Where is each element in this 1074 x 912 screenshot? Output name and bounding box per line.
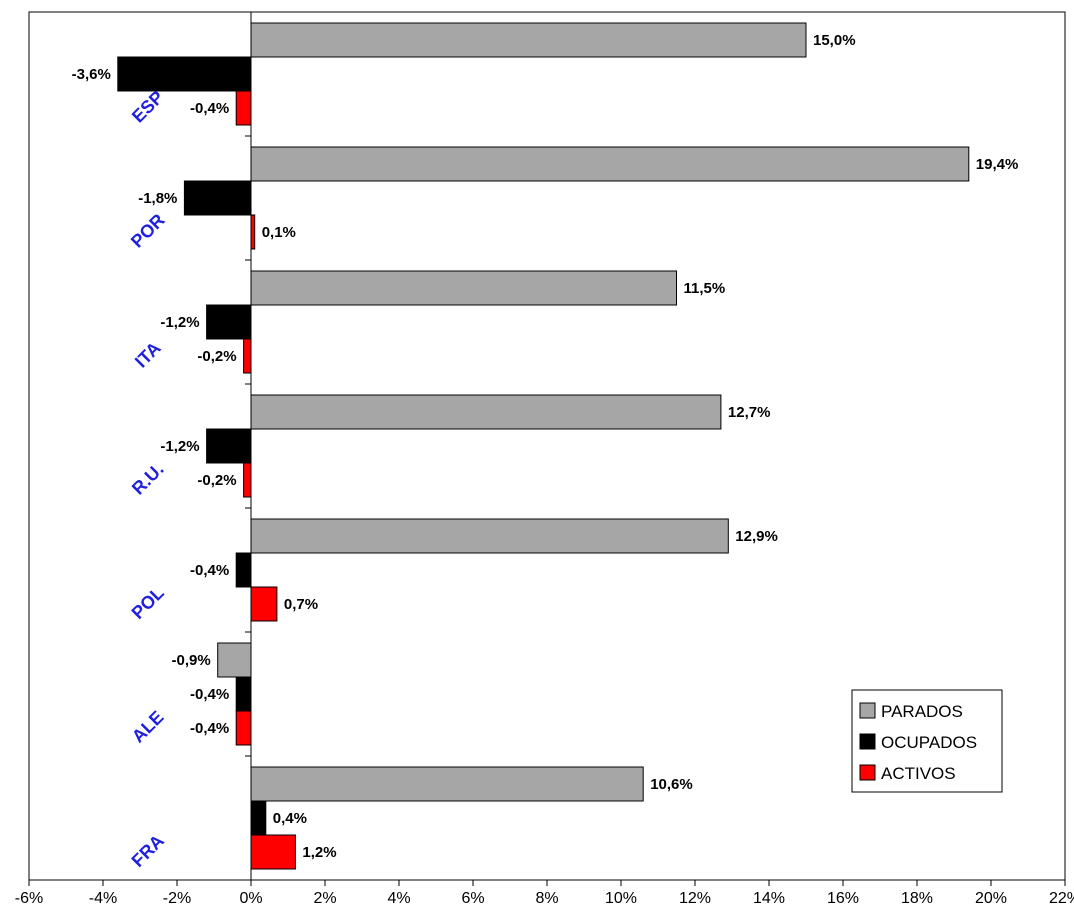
data-label-parados: 12,9%	[735, 528, 778, 545]
bar-parados-ale	[217, 642, 252, 678]
data-label-ocupados: -1,8%	[138, 190, 177, 207]
bar-activos-por	[250, 214, 256, 250]
data-label-activos: -0,4%	[190, 100, 229, 117]
bar-parados-por	[250, 146, 970, 182]
data-label-activos: -0,2%	[197, 348, 236, 365]
data-label-parados: 15,0%	[813, 32, 856, 49]
data-label-ocupados: -3,6%	[72, 66, 111, 83]
data-label-ocupados: -1,2%	[160, 438, 199, 455]
data-label-parados: 12,7%	[728, 404, 771, 421]
x-tick-label: 22%	[1049, 890, 1074, 907]
data-label-parados: 19,4%	[976, 156, 1019, 173]
bar-ocupados-pol	[235, 552, 252, 588]
bar-parados-esp	[250, 22, 807, 58]
x-tick-label: 20%	[975, 890, 1007, 907]
x-tick-label: 6%	[461, 890, 484, 907]
data-label-activos: 0,7%	[284, 596, 318, 613]
bar-ocupados-ita	[206, 304, 252, 340]
x-tick-label: 12%	[679, 890, 711, 907]
data-label-activos: -0,2%	[197, 472, 236, 489]
category-dividers	[245, 11, 251, 881]
data-label-parados: 10,6%	[650, 776, 693, 793]
data-label-ocupados: -0,4%	[190, 686, 229, 703]
legend-swatch-parados	[859, 702, 876, 719]
x-tick-label: -2%	[163, 890, 191, 907]
data-label-ocupados: -1,2%	[160, 314, 199, 331]
bars-group	[117, 22, 970, 870]
x-tick-label: -4%	[89, 890, 117, 907]
x-tick-label: 0%	[239, 890, 262, 907]
bar-ocupados-por	[183, 180, 252, 216]
legend-label-parados: PARADOS	[881, 702, 963, 721]
x-tick-label: 4%	[387, 890, 410, 907]
bar-activos-ale	[235, 710, 252, 746]
bar-activos-ru	[243, 462, 252, 498]
x-tick-label: -6%	[15, 890, 43, 907]
x-axis: -6% -4% -2% 0% 2% 4% 6% 8% 10% 12% 14% 16% 18% 20% 22%	[15, 880, 1074, 907]
bar-activos-esp	[235, 90, 252, 126]
bar-parados-ru	[250, 394, 722, 430]
data-label-ocupados: -0,4%	[190, 562, 229, 579]
data-label-activos: 1,2%	[302, 844, 336, 861]
x-tick-label: 2%	[313, 890, 336, 907]
x-tick-label: 16%	[827, 890, 859, 907]
bar-activos-pol	[250, 586, 278, 622]
bar-ocupados-fra	[250, 800, 267, 836]
legend-swatch-ocupados	[859, 733, 876, 750]
data-label-parados: -0,9%	[172, 652, 211, 669]
bar-ocupados-ru	[206, 428, 252, 464]
bar-parados-ita	[250, 270, 677, 306]
bar-parados-fra	[250, 766, 644, 802]
x-tick-label: 10%	[605, 890, 637, 907]
legend-label-activos: ACTIVOS	[881, 764, 956, 783]
x-tick-label: 18%	[901, 890, 933, 907]
bar-ocupados-ale	[235, 676, 252, 712]
data-label-ocupados: 0,4%	[273, 810, 307, 827]
x-tick-label: 8%	[535, 890, 558, 907]
data-labels-group: 15,0% -3,6% -0,4% 19,4% -1,8% 0,1% 11,5% -1,2% -…	[72, 32, 1019, 861]
legend-box	[851, 689, 1003, 793]
data-label-parados: 11,5%	[684, 280, 726, 297]
bar-activos-fra	[250, 834, 296, 870]
bar-parados-pol	[250, 518, 729, 554]
legend-swatch-activos	[859, 764, 876, 781]
data-label-activos: 0,1%	[262, 224, 296, 241]
bar-activos-ita	[243, 338, 252, 374]
data-label-activos: -0,4%	[190, 720, 229, 737]
x-tick-label: 14%	[753, 890, 785, 907]
legend-label-ocupados: OCUPADOS	[881, 733, 977, 752]
bar-ocupados-esp	[117, 56, 252, 92]
legend: PARADOS OCUPADOS ACTIVOS	[851, 689, 1003, 793]
